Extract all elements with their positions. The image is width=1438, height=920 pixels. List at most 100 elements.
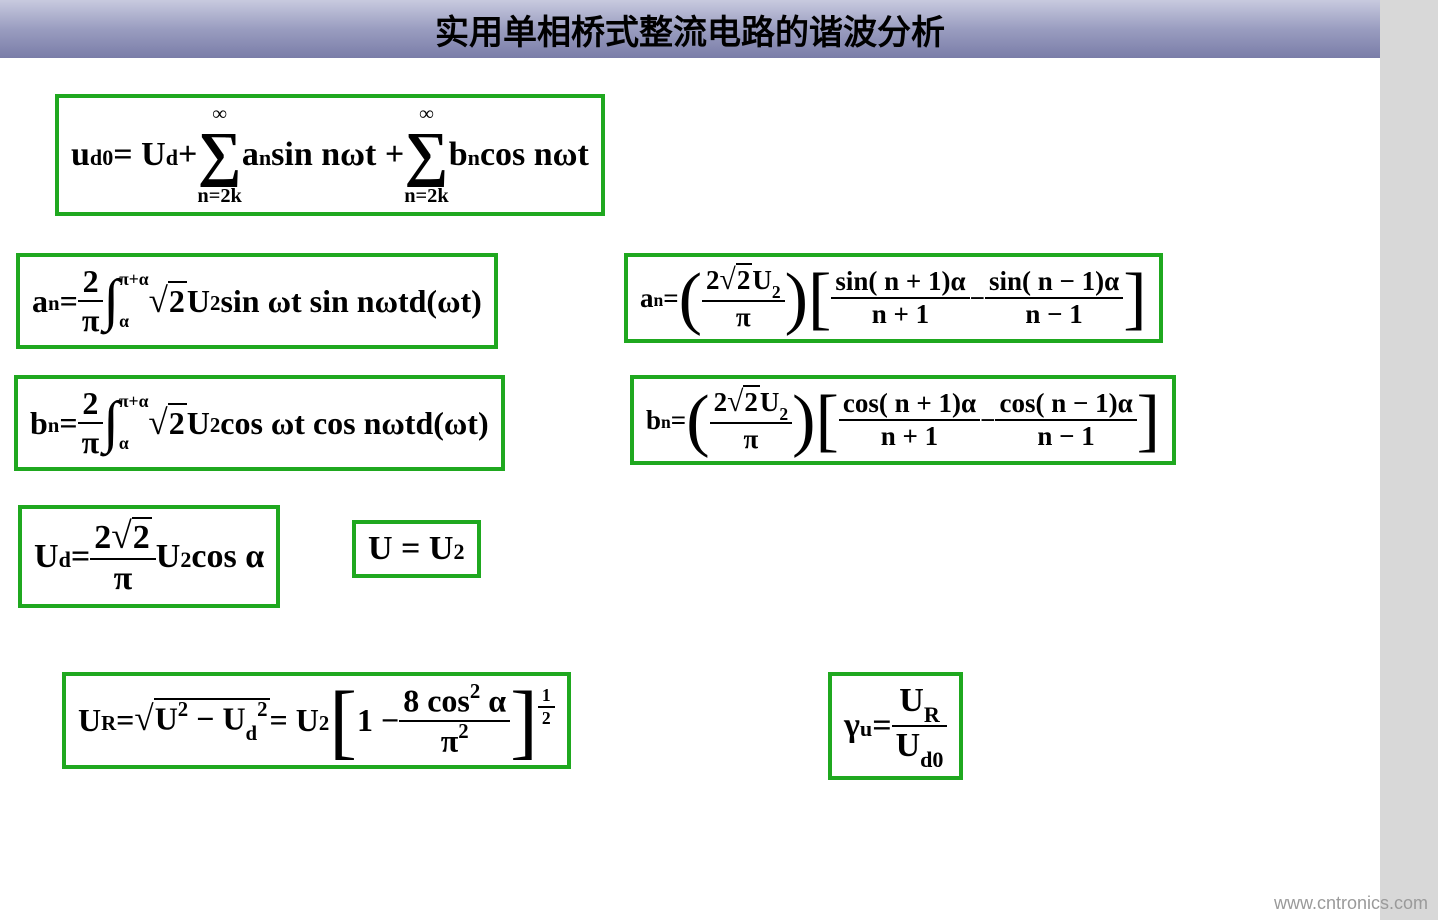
eq5-f3-den: n − 1: [995, 421, 1136, 452]
eq9-frac: UR Ud0: [892, 682, 948, 770]
eq8-sqrt: U2 − Ud2: [134, 698, 269, 743]
eq1-sin: sin nωt +: [271, 136, 404, 174]
eq8-frac-den: π2: [399, 722, 510, 760]
eq3-f3: sin( n − 1)α n − 1: [985, 266, 1123, 330]
eq6-lhs: U: [34, 538, 59, 576]
eq8-eq2: = U: [270, 702, 319, 739]
eq5-f1-U: U: [760, 387, 780, 417]
eq2-sqrt: 2: [149, 281, 187, 321]
eq8-rad-a: U: [155, 701, 178, 737]
eq2-int-upper: π+α: [119, 271, 148, 289]
eq5-f1-Usub: 2: [779, 404, 788, 424]
eq8-sqrt-rad: U2 − Ud2: [154, 698, 270, 743]
equation-Ud: Ud = 22 π U2 cos α: [18, 505, 280, 608]
eq6-num-pre: 2: [94, 519, 111, 556]
integral-icon: ∫: [103, 400, 119, 446]
eq2-U-sub: 2: [210, 292, 220, 316]
eq3-f1: 22U2 π: [702, 263, 785, 333]
eq3-f1-den: π: [702, 302, 785, 333]
eq3-f1-U: U: [752, 265, 772, 295]
eq2-sqrt-rad: 2: [168, 281, 187, 320]
eq6-sqrt: 2: [111, 515, 152, 558]
eq5-lhs-sub: n: [661, 412, 671, 433]
eq9-den-U: U: [896, 727, 921, 764]
eq1-plus1: +: [178, 136, 197, 174]
eq8-rad-d-sup: 2: [257, 698, 267, 721]
eq9-eq: =: [872, 707, 891, 745]
slide-title-bar: 实用单相桥式整流电路的谐波分析: [0, 0, 1380, 58]
eq8-exp-num: 1: [538, 685, 555, 708]
eq2-num: 2: [78, 263, 104, 302]
eq6-eq: =: [71, 538, 90, 576]
eq1-eq: = U: [113, 136, 165, 174]
eq8-eq1: =: [116, 702, 134, 739]
equation-an-integral: an = 2 π ∫ π+α α 2 U2 sin ωt sin nωtd(ωt…: [16, 253, 498, 349]
eq5-f3: cos( n − 1)α n − 1: [995, 388, 1136, 452]
slide-content: ud0 = Ud + ∞ ∑ n=2k an sin nωt + ∞ ∑ n=2…: [0, 58, 1380, 920]
eq4-eq: =: [59, 405, 77, 442]
eq2-lhs: a: [32, 283, 48, 320]
eq8-rad-d-sub: d: [246, 722, 258, 745]
sigma-icon: ∑: [197, 124, 242, 185]
eq8-fden: π: [441, 722, 459, 758]
eq3-f1-pre: 2: [706, 265, 720, 295]
eq5-f1-sqrt-rad: 2: [743, 385, 760, 418]
eq7-lhs: U = U: [368, 530, 453, 568]
eq1-cos: cos nωt: [480, 136, 589, 174]
eq8-rad-a-sup: 2: [178, 698, 188, 721]
eq5-f2-num: cos( n + 1)α: [839, 388, 980, 421]
eq4-num: 2: [78, 385, 104, 424]
eq8-frac-num: 8 cos2 α: [399, 682, 510, 722]
eq8-fnum: 8 cos: [403, 683, 470, 719]
eq6-cos: cos α: [191, 538, 264, 576]
eq1-lhs-sub: d0: [90, 145, 113, 171]
equation-bn-integral: bn = 2 π ∫ π+α α 2 U2 cos ωt cos nωtd(ωt…: [14, 375, 505, 471]
eq4-int-upper: π+α: [119, 393, 148, 411]
eq1-bn-sub: n: [468, 145, 480, 171]
eq6-den: π: [90, 560, 156, 598]
eq6-frac: 22 π: [90, 515, 156, 598]
eq2-eq: =: [60, 283, 78, 320]
eq6-num: 22: [90, 515, 156, 560]
eq5-f1-den: π: [710, 424, 793, 455]
eq4-U: U: [187, 405, 210, 442]
eq8-exp: 1 2: [538, 685, 555, 729]
eq8-fnum-sup: 2: [470, 680, 480, 703]
eq3-lhs: a: [640, 283, 654, 314]
eq1-bn: b: [449, 136, 468, 174]
eq1-an-sub: n: [259, 145, 271, 171]
eq5-f1-pre: 2: [714, 387, 728, 417]
eq8-fden-sup: 2: [458, 720, 468, 743]
eq5-f2: cos( n + 1)α n + 1: [839, 388, 980, 452]
eq3-f2: sin( n + 1)α n + 1: [831, 266, 969, 330]
eq3-f1-num: 22U2: [702, 263, 785, 302]
eq4-trig: cos ωt cos nωtd(ωt): [220, 405, 488, 442]
eq4-sqrt: 2: [148, 403, 186, 443]
eq8-exp-den: 2: [538, 708, 555, 729]
eq5-f2-den: n + 1: [839, 421, 980, 452]
eq2-trig: sin ωt sin nωtd(ωt): [220, 283, 481, 320]
eq2-int-lower: α: [119, 313, 148, 331]
eq9-lhs-sub: u: [860, 716, 872, 742]
eq7-sub: 2: [453, 539, 464, 565]
eq8-one-minus: 1 −: [357, 702, 399, 739]
integral-icon: ∫: [103, 278, 119, 324]
eq2-int-limits: π+α α: [119, 271, 148, 331]
eq2-frac: 2 π: [78, 263, 104, 339]
eq9-num-sub: R: [924, 702, 940, 727]
eq1-sum2-bot: n=2k: [404, 186, 449, 206]
equation-ud0: ud0 = Ud + ∞ ∑ n=2k an sin nωt + ∞ ∑ n=2…: [55, 94, 605, 216]
eq3-f3-num: sin( n − 1)α: [985, 266, 1123, 299]
eq5-eq: =: [671, 405, 686, 436]
eq9-num: UR: [892, 682, 948, 727]
eq8-rad-minus: − U: [188, 701, 245, 737]
eq6-sqrt-rad: 2: [132, 517, 152, 557]
equation-UR: UR = U2 − Ud2 = U2 [ 1 − 8 cos2 α π2 ]: [62, 672, 571, 769]
eq3-f1-Usub: 2: [772, 282, 781, 302]
eq5-minus: −: [980, 405, 995, 436]
eq9-den: Ud0: [892, 727, 948, 770]
eq5-f3-num: cos( n − 1)α: [995, 388, 1136, 421]
eq5-f1-num: 22U2: [710, 385, 793, 424]
eq3-f1-sqrt: 2: [720, 263, 753, 297]
eq1-sum2: ∞ ∑ n=2k: [404, 104, 449, 206]
